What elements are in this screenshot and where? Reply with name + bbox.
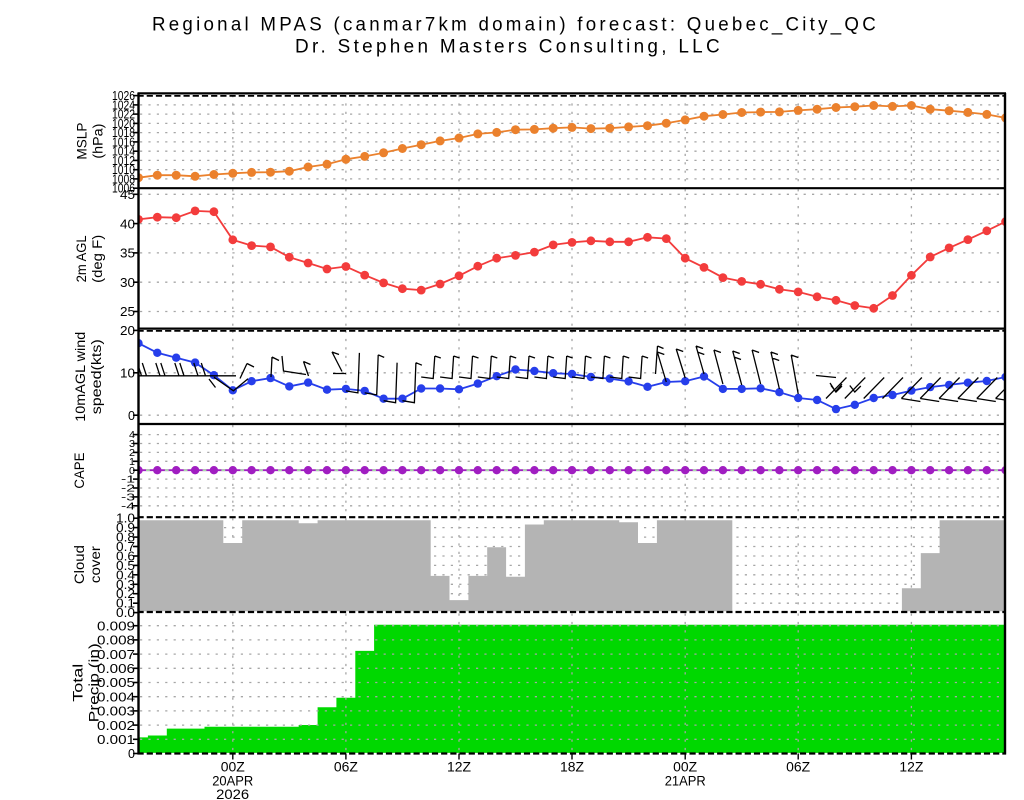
svg-text:0: 0: [128, 746, 135, 761]
svg-text:cover: cover: [88, 546, 103, 584]
svg-text:2: 2: [129, 448, 135, 459]
svg-text:1024: 1024: [112, 98, 135, 112]
svg-text:0: 0: [129, 466, 135, 477]
svg-text:0.6: 0.6: [116, 550, 135, 564]
svg-text:0.003: 0.003: [97, 704, 135, 719]
svg-text:1022: 1022: [112, 108, 135, 122]
svg-text:30: 30: [120, 275, 135, 290]
svg-text:1008: 1008: [112, 172, 135, 186]
svg-text:45: 45: [120, 187, 135, 202]
svg-text:0.009: 0.009: [97, 618, 135, 633]
svg-text:1018: 1018: [112, 126, 135, 140]
svg-text:1006: 1006: [112, 182, 135, 196]
svg-text:0.8: 0.8: [116, 531, 135, 545]
svg-text:06Z: 06Z: [786, 760, 810, 775]
svg-text:0.005: 0.005: [97, 675, 135, 690]
svg-text:10: 10: [120, 366, 135, 381]
svg-text:MSLP: MSLP: [75, 123, 90, 160]
svg-text:1016: 1016: [112, 135, 135, 149]
svg-text:0.001: 0.001: [97, 732, 135, 747]
svg-text:1012: 1012: [112, 154, 135, 168]
svg-text:1014: 1014: [112, 145, 135, 159]
svg-text:21APR: 21APR: [665, 774, 706, 789]
svg-text:1026: 1026: [112, 89, 135, 103]
svg-text:CAPE: CAPE: [72, 453, 87, 489]
svg-text:0.004: 0.004: [97, 689, 135, 704]
svg-text:25: 25: [120, 304, 135, 319]
svg-text:1.0: 1.0: [116, 512, 135, 526]
svg-text:12Z: 12Z: [447, 760, 471, 775]
svg-text:Total: Total: [71, 664, 86, 702]
svg-text:35: 35: [120, 246, 135, 261]
svg-text:0.5: 0.5: [116, 559, 135, 573]
svg-text:(deg F): (deg F): [90, 235, 105, 283]
svg-text:0.002: 0.002: [97, 718, 135, 733]
svg-text:00Z: 00Z: [221, 760, 245, 775]
svg-text:Dr. Stephen Masters Consulting: Dr. Stephen Masters Consulting, LLC: [295, 37, 723, 58]
svg-text:0.9: 0.9: [116, 521, 135, 535]
svg-text:0: 0: [128, 408, 135, 423]
svg-text:0.006: 0.006: [97, 661, 135, 676]
svg-text:0.0: 0.0: [116, 606, 135, 620]
svg-text:0.2: 0.2: [116, 587, 135, 601]
svg-text:Cloud: Cloud: [72, 545, 87, 584]
svg-text:18Z: 18Z: [560, 760, 584, 775]
svg-text:-3: -3: [121, 493, 136, 504]
svg-text:-2: -2: [121, 484, 136, 495]
svg-text:1: 1: [129, 457, 135, 468]
svg-text:1010: 1010: [112, 163, 135, 177]
svg-text:40: 40: [120, 216, 135, 231]
svg-text:10mAGL wind: 10mAGL wind: [73, 332, 88, 422]
svg-text:20: 20: [120, 323, 135, 338]
svg-text:Regional MPAS (canmar7km domai: Regional MPAS (canmar7km domain) forecas…: [152, 15, 879, 36]
svg-text:06Z: 06Z: [334, 760, 358, 775]
svg-text:12Z: 12Z: [899, 760, 923, 775]
svg-text:4: 4: [129, 430, 135, 441]
svg-text:0.1: 0.1: [116, 597, 135, 611]
svg-text:3: 3: [129, 439, 135, 450]
svg-text:-1: -1: [121, 475, 136, 486]
svg-text:20APR: 20APR: [212, 774, 253, 789]
svg-text:1020: 1020: [112, 117, 135, 131]
svg-text:-4: -4: [121, 501, 136, 512]
svg-text:speed(kts): speed(kts): [89, 339, 104, 414]
svg-text:2m AGL: 2m AGL: [74, 235, 89, 282]
svg-text:0.007: 0.007: [97, 647, 135, 662]
svg-text:Precip (in): Precip (in): [87, 643, 102, 722]
svg-text:(hPa): (hPa): [91, 124, 106, 159]
svg-text:00Z: 00Z: [673, 760, 697, 775]
svg-text:0.7: 0.7: [116, 540, 135, 554]
svg-text:0.3: 0.3: [116, 578, 135, 592]
svg-text:0.4: 0.4: [116, 568, 135, 582]
svg-text:0.008: 0.008: [97, 633, 135, 648]
svg-text:2026: 2026: [216, 787, 249, 800]
